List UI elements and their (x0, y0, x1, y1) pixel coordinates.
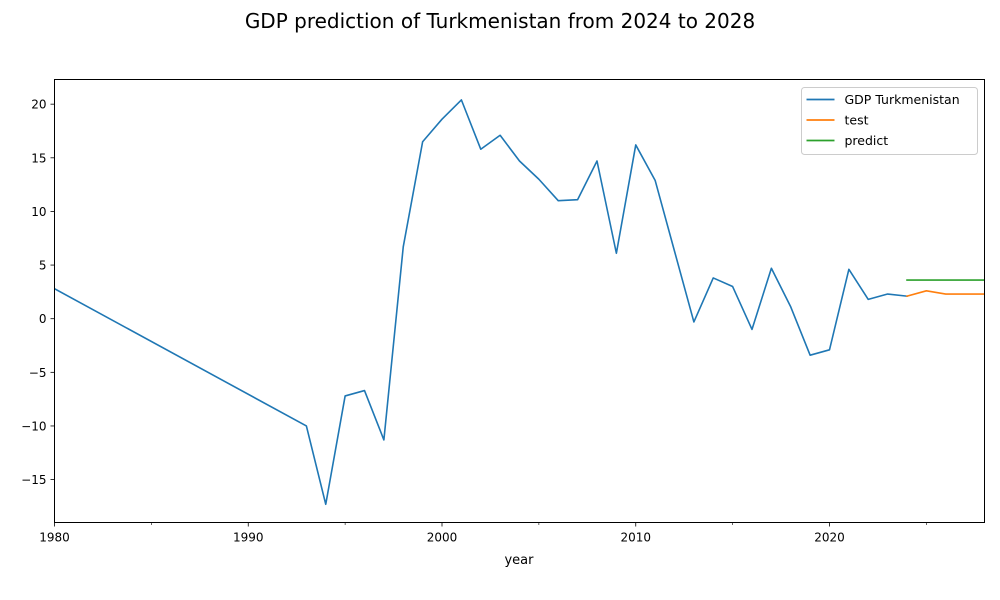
y-tick-label: 15 (31, 151, 46, 165)
y-tick-label: −10 (21, 419, 46, 433)
x-tick-label: 2020 (814, 531, 845, 545)
y-tick-label: 10 (31, 205, 46, 219)
x-tick-label: 1990 (233, 531, 264, 545)
legend-label: GDP Turkmenistan (845, 92, 960, 107)
x-axis-label: year (504, 553, 534, 568)
legend-label: predict (845, 133, 889, 148)
y-tick-label: −5 (29, 366, 47, 380)
series-line-gdp-turkmenistan (54, 99, 908, 506)
plot-area (54, 99, 985, 506)
y-tick-label: −15 (21, 473, 46, 487)
x-tick-label: 2010 (620, 531, 651, 545)
legend: GDP Turkmenistan test predict (801, 87, 978, 155)
y-tick-label: 5 (39, 259, 47, 273)
y-tick-label: 20 (31, 98, 46, 112)
y-tick-label: 0 (39, 312, 47, 326)
chart-title: GDP prediction of Turkmenistan from 2024… (245, 9, 755, 33)
series-line-test (906, 290, 985, 298)
x-tick-label: 2000 (427, 531, 458, 545)
x-tick-label: 1980 (39, 531, 70, 545)
axes: 1980 1990 2000 2010 2020 −15 −10 −5 0 5 10 15 20 (21, 98, 927, 545)
legend-label: test (845, 113, 869, 128)
plot-frame (54, 79, 985, 523)
legend-box (801, 87, 978, 155)
